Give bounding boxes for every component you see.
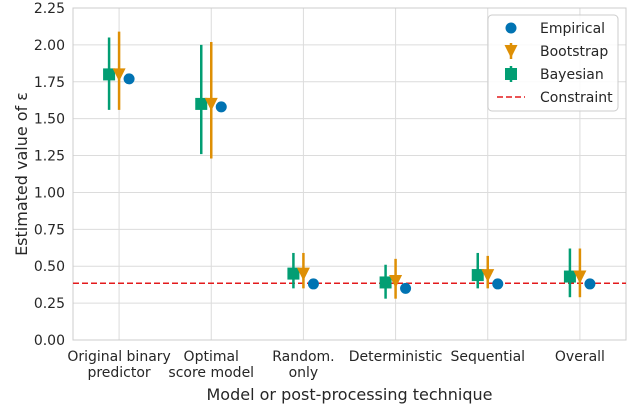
x-tick-label: Optimal [184, 349, 239, 365]
y-tick-label: 0.75 [34, 222, 65, 238]
legend-item-bootstrap: Bootstrap [504, 43, 608, 60]
x-tick-label: Sequential [450, 349, 525, 365]
data-point [471, 269, 484, 282]
legend-swatch [505, 22, 517, 34]
data-point [112, 68, 126, 82]
data-point [389, 274, 403, 288]
legend-label: Bayesian [540, 67, 604, 83]
y-tick-label: 0.00 [34, 333, 65, 349]
marks [103, 31, 596, 299]
y-tick-label: 1.50 [34, 112, 65, 128]
data-point [103, 68, 116, 81]
data-point [195, 97, 208, 110]
data-point [296, 267, 310, 281]
series-bayesian [103, 37, 576, 299]
y-tick-label: 2.25 [34, 1, 65, 17]
y-tick-label: 0.25 [34, 296, 65, 312]
data-point [307, 278, 319, 290]
y-tick-label: 2.00 [34, 38, 65, 54]
legend-swatch [504, 45, 518, 58]
data-point [204, 97, 218, 111]
x-tick-label: only [289, 365, 319, 381]
y-tick-label: 1.00 [34, 185, 65, 201]
plot-frame [72, 7, 627, 341]
data-point [492, 278, 504, 290]
y-tick-label: 0.50 [34, 259, 65, 275]
legend-label: Bootstrap [540, 44, 608, 60]
data-point [123, 73, 135, 85]
legend-box [487, 14, 619, 112]
x-tick-label: Overall [555, 349, 605, 365]
series-empirical [123, 73, 596, 294]
legend: Empirical Bootstrap Bayesian Constraint [487, 14, 619, 112]
legend-label: Constraint [540, 90, 613, 106]
data-point [573, 270, 587, 284]
x-tick-label: Random. [272, 349, 334, 365]
series-bootstrap [112, 31, 587, 299]
x-tick-label: score model [168, 365, 254, 381]
data-point [379, 276, 392, 289]
data-point [584, 278, 596, 290]
data-point [400, 282, 412, 294]
x-axis-label: Model or post-processing technique [207, 385, 493, 404]
y-tick-labels: 0.00 0.25 0.50 0.75 1.00 1.25 1.50 1.75 2.00 2.25 [34, 1, 65, 349]
x-tick-label: Original binary [67, 349, 171, 365]
legend-item-bayesian: Bayesian [505, 66, 604, 83]
legend-label: Empirical [540, 21, 605, 37]
x-tick-label: Deterministic [349, 349, 443, 365]
data-point [563, 270, 576, 283]
data-point [287, 267, 300, 280]
legend-item-empirical: Empirical [505, 21, 605, 37]
x-tick-label: predictor [87, 365, 150, 381]
data-point [481, 269, 495, 283]
y-axis-label: Estimated value of ε [12, 92, 31, 256]
y-tick-label: 1.75 [34, 75, 65, 91]
legend-item-constraint: Constraint [497, 90, 613, 106]
legend-swatch [505, 68, 517, 80]
data-point [215, 101, 227, 113]
y-tick-label: 1.25 [34, 149, 65, 165]
